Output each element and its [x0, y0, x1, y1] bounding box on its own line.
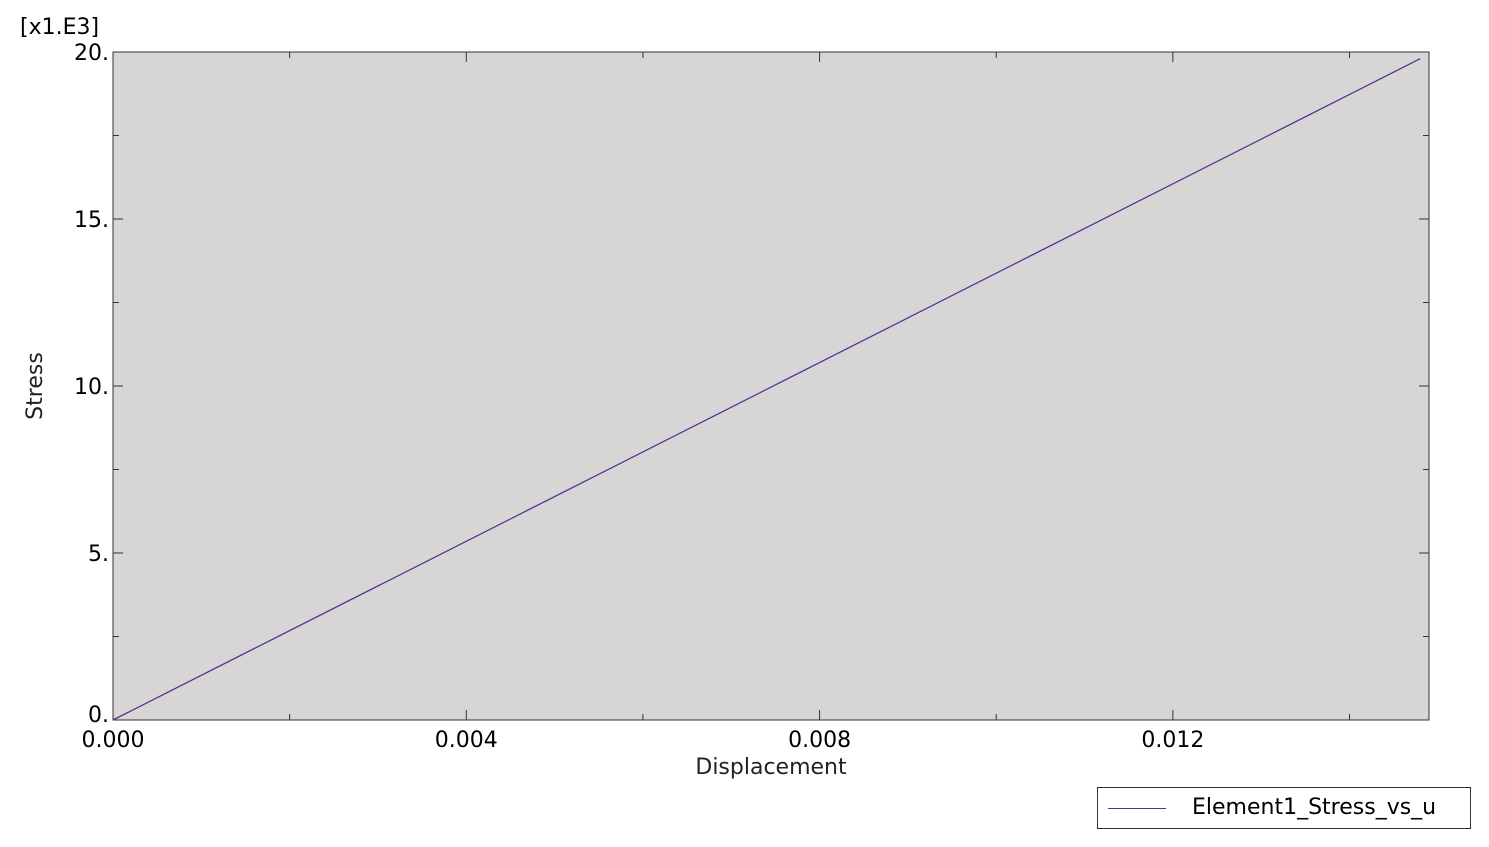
- y-tick-label: 15.: [74, 208, 109, 233]
- legend-label-element1: Element1_Stress_vs_u: [1192, 795, 1437, 820]
- x-tick-label: 0.012: [1141, 728, 1204, 753]
- x-axis-ticks: 0.000 0.004 0.008 0.012: [82, 52, 1204, 753]
- series-layer: [112, 58, 1421, 721]
- legend: Element1_Stress_vs_u: [1097, 787, 1471, 829]
- y-tick-label: 10.: [74, 375, 109, 400]
- y-tick-label: 0.: [88, 703, 109, 728]
- x-axis-label: Displacement: [695, 755, 847, 780]
- x-tick-label: 0.008: [788, 728, 851, 753]
- y-axis-ticks: 0. 5. 10. 15. 20.: [74, 41, 1429, 728]
- y-axis-multiplier: [x1.E3]: [20, 15, 99, 40]
- y-tick-label: 5.: [88, 542, 109, 567]
- x-tick-label: 0.004: [435, 728, 498, 753]
- legend-swatch: [1108, 808, 1166, 809]
- y-axis-label: Stress: [23, 352, 48, 420]
- series-line-element1: [112, 58, 1421, 721]
- x-tick-label: 0.000: [82, 728, 145, 753]
- y-tick-label: 20.: [74, 41, 109, 66]
- minor-ticks: [113, 52, 1429, 720]
